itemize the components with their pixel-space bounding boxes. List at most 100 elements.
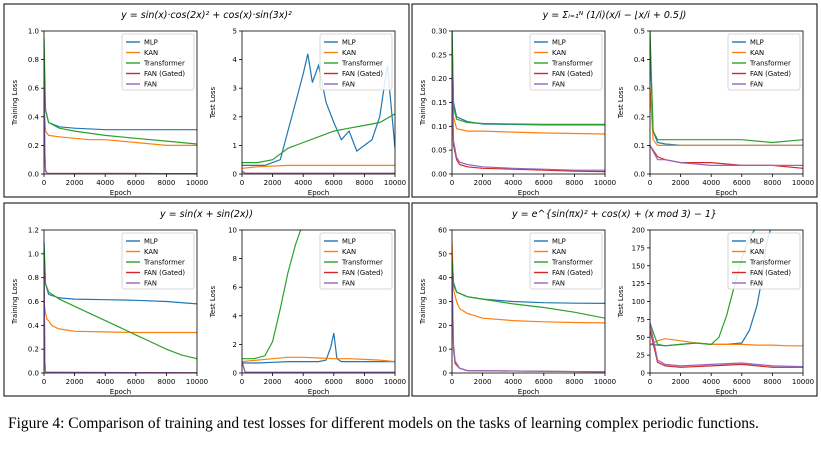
- series-group: [44, 241, 197, 373]
- y-tick-label: 0.2: [634, 113, 645, 121]
- legend-box: [121, 232, 195, 290]
- y-tick-label: 4: [233, 312, 238, 320]
- x-tick-label: 2000: [474, 378, 492, 386]
- legend: MLP KAN Transformer FAN (Gated) FAN: [121, 232, 195, 290]
- x-tick-label: 8000: [763, 378, 781, 386]
- x-tick-label: 8000: [565, 179, 583, 187]
- y-tick-label: 75: [636, 316, 645, 324]
- x-tick-label: 4000: [504, 179, 522, 187]
- y-tick-label: 0: [641, 370, 645, 378]
- legend-entry: FAN: [552, 81, 565, 89]
- y-axis-label: Training Loss: [419, 80, 427, 127]
- x-tick-label: 8000: [565, 378, 583, 386]
- x-tick-label: 6000: [733, 378, 751, 386]
- training-loss-panel: 0 2000 4000 6000 8000 10000 0.0 0.2 0.4 0.6 0.8 1.0…: [11, 28, 208, 198]
- series-line-transformer: [452, 31, 605, 126]
- x-tick-label: 0: [240, 378, 244, 386]
- x-tick-label: 0: [450, 179, 454, 187]
- series-group: [650, 31, 803, 169]
- legend-entry: FAN: [750, 81, 763, 89]
- series-group: [452, 241, 605, 373]
- legend-entry: Transformer: [143, 60, 185, 68]
- series-line-fan: [650, 145, 803, 166]
- x-tick-label: 2000: [264, 378, 282, 386]
- test-loss-panel: 0 2000 4000 6000 8000 10000 0 2 4 6 8 10 Epoch Test L…: [209, 227, 406, 397]
- y-axis-label: Test Loss: [209, 285, 217, 318]
- y-tick-label: 0: [233, 171, 237, 179]
- series-line-fan: [242, 361, 395, 373]
- legend-entry: FAN: [342, 280, 355, 288]
- test-loss-panel: 0 2000 4000 6000 8000 10000 0 25 50 75 100 125 150 17…: [617, 227, 814, 397]
- legend: MLP KAN Transformer FAN (Gated) FAN: [727, 232, 801, 290]
- x-tick-label: 0: [648, 378, 652, 386]
- y-tick-label: 100: [632, 298, 645, 306]
- series-group: [242, 230, 395, 373]
- legend-entry: KAN: [750, 248, 764, 256]
- chart-group: y = e^{sin(πx)² + cos(x) + (x mod 3) − 1…: [411, 202, 818, 397]
- series-line-kan: [650, 338, 803, 347]
- x-tick-label: 0: [42, 378, 46, 386]
- axes-frame: [43, 30, 198, 175]
- legend-entry: MLP: [342, 39, 356, 47]
- x-axis-label: Epoch: [716, 388, 737, 396]
- y-tick-label: 50: [438, 250, 447, 258]
- y-tick-label: 25: [636, 352, 645, 360]
- series-line-kan: [650, 88, 803, 146]
- chart-group: y = sin(x + sin(2x))0 2000 4000 6000 8000 100…: [3, 202, 410, 397]
- y-tick-label: 0.2: [28, 346, 39, 354]
- x-tick-label: 4000: [504, 378, 522, 386]
- chart-title: y = Σᵢ₌₁ᴺ (1/i)(x/i − ⌊x/i + 0.5⌋): [542, 10, 687, 21]
- y-tick-label: 0.4: [28, 322, 40, 330]
- y-tick-label: 1.0: [28, 28, 39, 36]
- y-tick-label: 0.4: [634, 56, 646, 64]
- y-tick-label: 0: [443, 370, 447, 378]
- test-loss-panel: 0 2000 4000 6000 8000 10000 0 1 2 3 4 5 Epoch Test Lo…: [209, 28, 406, 198]
- legend: MLP KAN Transformer FAN (Gated) FAN: [727, 33, 801, 91]
- legend-entry: KAN: [342, 248, 356, 256]
- x-tick-label: 8000: [157, 179, 175, 187]
- y-tick-label: 5: [233, 28, 237, 36]
- legend-box: [727, 33, 801, 91]
- x-axis-label: Epoch: [518, 189, 539, 197]
- y-tick-label: 0.2: [28, 142, 39, 150]
- x-tick-label: 6000: [325, 378, 343, 386]
- series-line-kan: [452, 241, 605, 324]
- legend-box: [319, 232, 393, 290]
- x-tick-label: 10000: [594, 378, 616, 386]
- y-axis-label: Test Loss: [617, 285, 625, 318]
- legend-entry: Transformer: [551, 259, 593, 267]
- y-tick-label: 125: [632, 280, 645, 288]
- x-tick-label: 8000: [355, 378, 373, 386]
- x-tick-label: 4000: [96, 378, 114, 386]
- legend-entry: FAN: [144, 280, 157, 288]
- x-tick-label: 8000: [355, 179, 373, 187]
- y-tick-label: 6: [233, 284, 238, 292]
- y-tick-label: 0: [233, 370, 237, 378]
- x-axis-label: Epoch: [110, 388, 131, 396]
- series-line-transformer: [242, 230, 302, 360]
- legend-entry: FAN: [552, 280, 565, 288]
- legend: MLP KAN Transformer FAN (Gated) FAN: [529, 232, 603, 290]
- y-tick-label: 0.5: [634, 28, 645, 36]
- legend-entry: Transformer: [749, 60, 791, 68]
- y-tick-label: 1.2: [28, 227, 39, 235]
- chart-title: y = sin(x)·cos(2x)² + cos(x)·sin(3x)²: [120, 10, 292, 21]
- legend: MLP KAN Transformer FAN (Gated) FAN: [121, 33, 195, 91]
- legend-entry: FAN (Gated): [342, 70, 383, 78]
- x-tick-label: 2000: [264, 179, 282, 187]
- chart-group: y = Σᵢ₌₁ᴺ (1/i)(x/i − ⌊x/i + 0.5⌋) 0 2000 4…: [411, 3, 818, 198]
- training-loss-panel: 0 2000 4000 6000 8000 10000 0 10 20 30 40 50 60 Epoch…: [419, 227, 616, 397]
- x-tick-label: 10000: [384, 378, 406, 386]
- legend-entry: KAN: [144, 248, 158, 256]
- y-tick-label: 50: [636, 334, 645, 342]
- y-tick-label: 2: [233, 341, 237, 349]
- series-line-fan-gated: [452, 78, 605, 173]
- x-tick-label: 2000: [474, 179, 492, 187]
- y-tick-label: 0.0: [634, 171, 645, 179]
- series-line-fan: [452, 272, 605, 373]
- legend-entry: FAN: [144, 81, 157, 89]
- legend-entry: KAN: [342, 49, 356, 57]
- y-tick-label: 3: [233, 85, 237, 93]
- legend-entry: Transformer: [143, 259, 185, 267]
- x-tick-label: 10000: [792, 378, 814, 386]
